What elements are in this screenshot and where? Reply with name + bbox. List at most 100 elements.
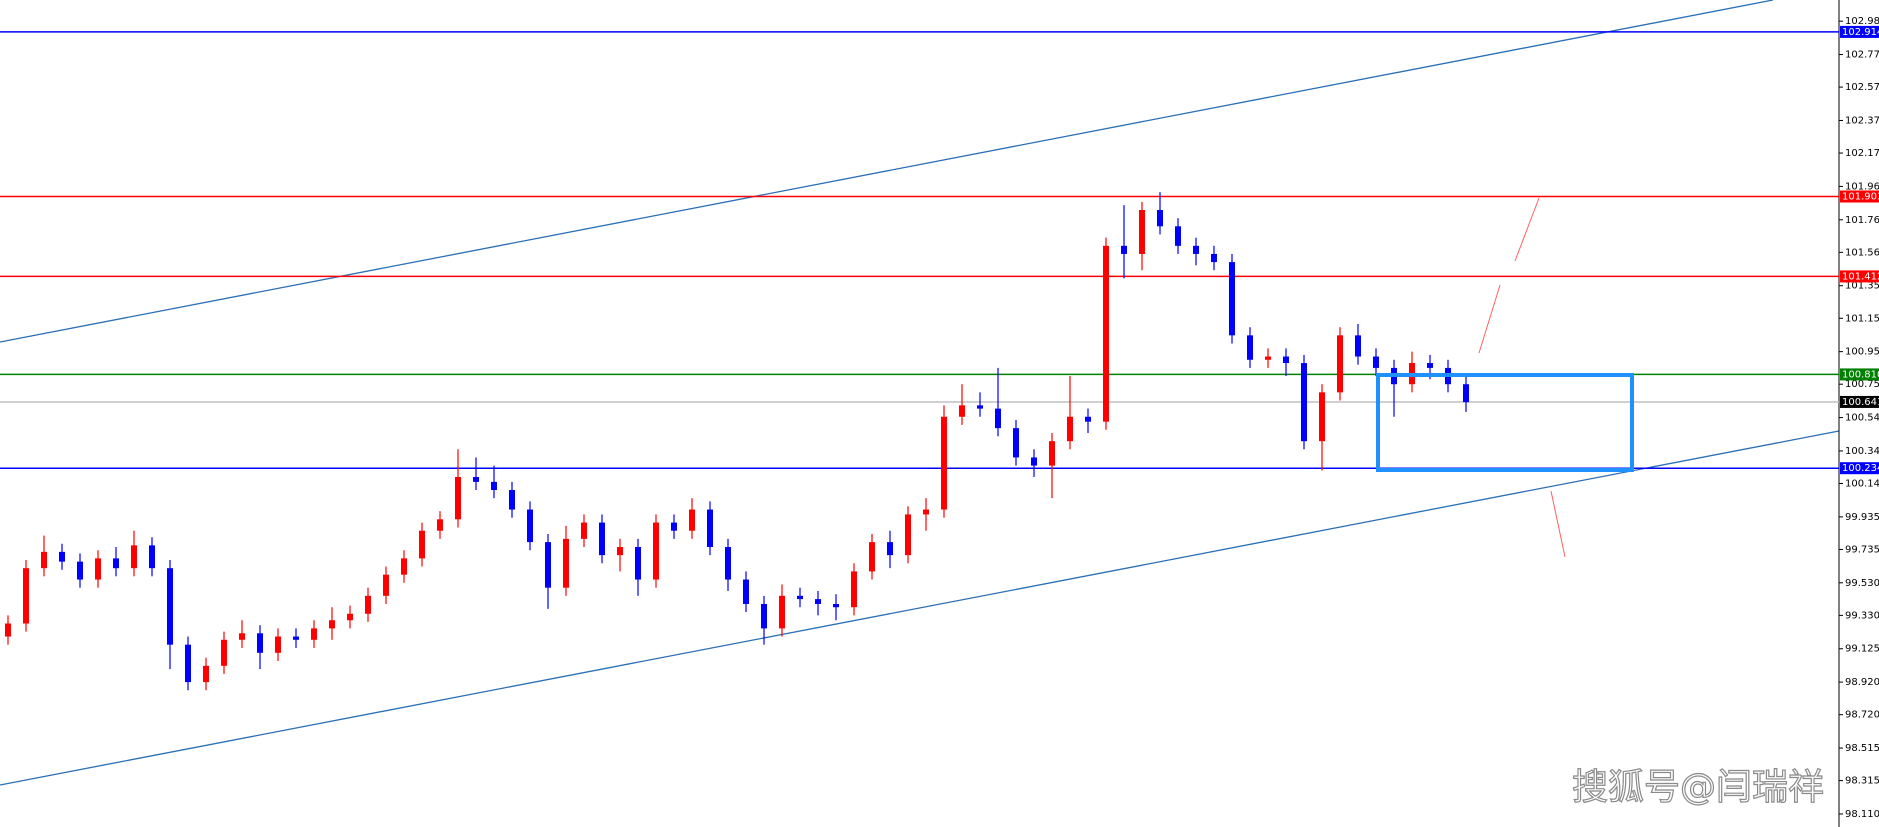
candle-body [1049, 441, 1055, 466]
y-tick-label: 98.920 [1845, 677, 1879, 688]
candle-body [1067, 416, 1073, 442]
candle-body [1463, 384, 1469, 403]
candle-body [347, 613, 353, 621]
y-tick-label: 102.775 [1845, 50, 1879, 61]
candle-body [95, 558, 101, 580]
candle-body [113, 558, 119, 569]
candle-body [887, 542, 893, 556]
y-tick-label: 100.545 [1845, 413, 1879, 424]
candle-body [167, 568, 173, 645]
y-tick-label: 99.735 [1845, 544, 1879, 555]
y-tick-label: 99.330 [1845, 610, 1879, 621]
candle-body [1157, 210, 1163, 227]
y-tick-label: 101.760 [1845, 215, 1879, 226]
candle-body [455, 476, 461, 520]
level-label: 100.810 [1842, 369, 1879, 380]
candle-body [1247, 335, 1253, 360]
y-tick-label: 101.355 [1845, 281, 1879, 292]
level-label: 100.641 [1842, 397, 1879, 408]
level-label: 102.914 [1842, 27, 1879, 38]
level-label-bg [1840, 462, 1879, 475]
candle-body [203, 665, 209, 683]
candle-body [1103, 245, 1109, 422]
candle-body [1427, 363, 1433, 368]
projection-line [1514, 197, 1540, 262]
candles [5, 192, 1469, 691]
candle-body [581, 522, 587, 539]
candle-body [851, 571, 857, 608]
level-label: 100.234 [1842, 463, 1879, 474]
candle-body [689, 509, 695, 531]
candle-body [563, 538, 569, 588]
candle-body [131, 545, 137, 569]
candle-body [671, 522, 677, 531]
candle-body [1265, 356, 1271, 360]
channel-lower [0, 430, 1840, 786]
candle-body [257, 633, 263, 653]
candle-body [707, 509, 713, 547]
candle-body [383, 574, 389, 596]
y-tick-label: 98.110 [1845, 809, 1879, 820]
y-tick-label: 98.720 [1845, 710, 1879, 721]
candle-body [5, 623, 11, 637]
candle-body [311, 628, 317, 640]
candle-body [1139, 210, 1145, 254]
candle-body [473, 476, 479, 482]
y-tick-label: 99.125 [1845, 644, 1879, 655]
candle-body [1013, 428, 1019, 458]
projection-line [1550, 490, 1566, 558]
range-box [1376, 373, 1634, 472]
levels [0, 31, 1839, 469]
candle-body [923, 509, 929, 515]
candle-body [635, 546, 641, 580]
y-tick-label: 100.140 [1845, 479, 1879, 490]
y-tick-label: 100.340 [1845, 446, 1879, 457]
y-tick-label: 102.980 [1845, 16, 1879, 27]
y-tick-label: 101.560 [1845, 247, 1879, 258]
candle-body [743, 579, 749, 604]
y-tick-label: 99.935 [1845, 512, 1879, 523]
y-tick-label: 99.530 [1845, 578, 1879, 589]
y-tick-label: 102.370 [1845, 115, 1879, 126]
candle-body [509, 490, 515, 510]
candle-body [293, 636, 299, 640]
candle-body [221, 639, 227, 666]
candle-body [185, 644, 191, 683]
candle-body [833, 603, 839, 608]
candle-body [599, 522, 605, 556]
candle-body [41, 551, 47, 569]
candle-body [977, 405, 983, 409]
candle-body [527, 509, 533, 543]
candle-body [1031, 457, 1037, 466]
candle-body [869, 542, 875, 572]
level-label-bg [1840, 395, 1879, 408]
level-label-bg [1840, 25, 1879, 38]
candle-body [1301, 363, 1307, 442]
candle-body [1193, 245, 1199, 254]
y-tick-label: 98.515 [1845, 743, 1879, 754]
candle-body [905, 514, 911, 556]
candle-body [653, 522, 659, 580]
candle-body [365, 595, 371, 614]
y-tick-label: 100.950 [1845, 347, 1879, 358]
y-tick-label: 102.575 [1845, 82, 1879, 93]
candle-body [329, 620, 335, 629]
drawings [0, 0, 1840, 827]
candle-body [1229, 262, 1235, 336]
candle-body [23, 568, 29, 624]
level-label: 101.412 [1842, 271, 1879, 282]
candle-body [797, 595, 803, 600]
candle-body [725, 546, 731, 580]
projection-line [1478, 284, 1501, 354]
candle-body [1337, 335, 1343, 393]
candle-body [239, 633, 245, 640]
candle-body [761, 603, 767, 629]
y-tick-label: 100.750 [1845, 379, 1879, 390]
candle-body [491, 481, 497, 491]
candle-body [419, 530, 425, 559]
candle-body [779, 595, 785, 629]
candle-body [1373, 356, 1379, 368]
candle-body [77, 561, 83, 580]
candle-body [815, 599, 821, 604]
